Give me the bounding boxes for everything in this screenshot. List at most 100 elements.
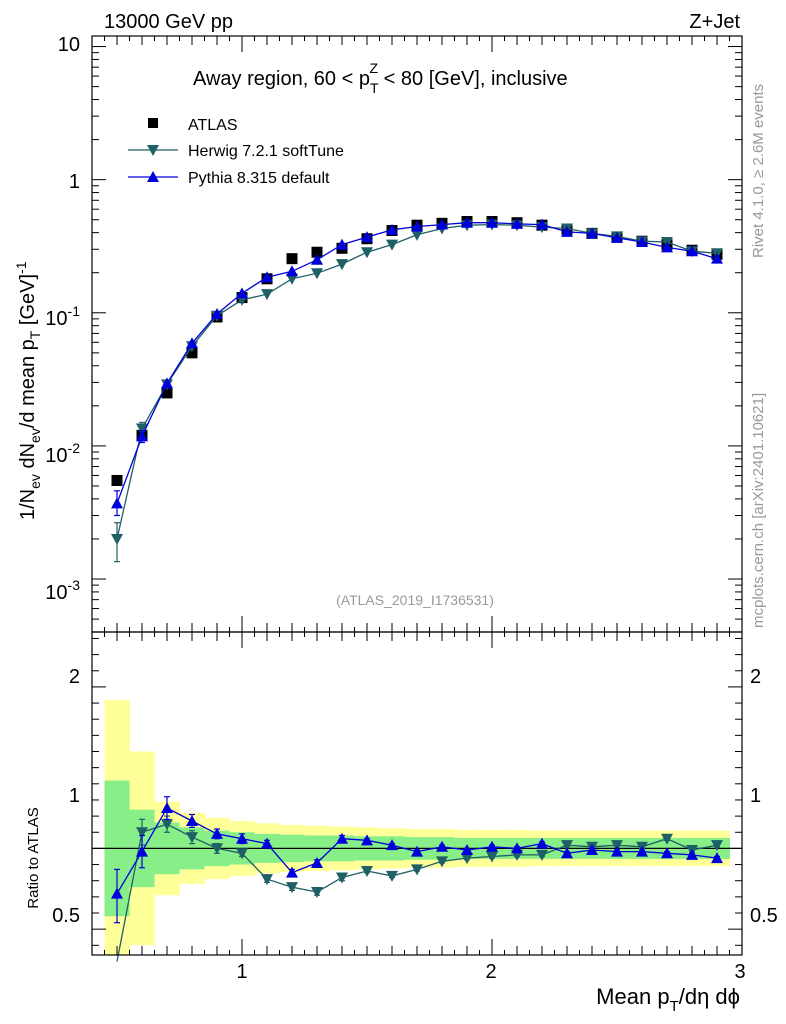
ratio-point-herwig: [261, 874, 273, 886]
header-left: 13000 GeV pp: [104, 11, 233, 33]
main-point-pythia: [361, 231, 373, 243]
ratio-point-pythia: [161, 802, 173, 814]
main-point-pythia: [461, 216, 473, 228]
main-point-herwig: [386, 239, 398, 251]
xtick-3: 3: [734, 961, 745, 983]
axis-ticks: [92, 36, 743, 955]
main-ytick-0.01: 10-2: [45, 440, 80, 467]
main-point-pythia: [261, 271, 273, 283]
main-point-pythia: [136, 430, 148, 442]
ratio-point-pythia: [711, 852, 723, 864]
main-point-pythia: [311, 253, 323, 265]
ratio-point-pythia: [136, 845, 148, 857]
title-after: < 80 [GeV], inclusive: [378, 68, 568, 90]
legend-entry-atlas: ATLAS: [148, 117, 238, 134]
main-point-pythia: [411, 220, 423, 232]
ratio-point-herwig: [236, 848, 248, 860]
main-point-pythia: [536, 218, 548, 230]
main-point-herwig: [311, 268, 323, 280]
ratio-point-herwig: [486, 851, 498, 863]
main-ytick-10: 10: [58, 34, 80, 56]
main-point-pythia: [586, 227, 598, 239]
main-title: Away region, 60 < pTZ < 80 [GeV], inclus…: [193, 60, 568, 96]
main-point-pythia: [186, 337, 198, 349]
ratio-point-herwig: [411, 864, 423, 876]
main-point-pythia: [511, 217, 523, 229]
main-point-pythia: [386, 223, 398, 235]
legend-atlas-label: ATLAS: [188, 117, 238, 134]
ratio-point-pythia: [586, 844, 598, 856]
legend-entry-herwig: Herwig 7.2.1 softTune: [128, 143, 344, 160]
mcplots-label: mcplots.cern.ch [arXiv:2401.10621]: [750, 393, 767, 628]
ratio-point-herwig: [186, 832, 198, 844]
xtick-2: 2: [485, 961, 496, 983]
ratio-point-pythia: [236, 832, 248, 844]
main-point-pythia: [486, 216, 498, 228]
ratio-point-herwig: [161, 819, 173, 831]
analysis-watermark: (ATLAS_2019_I1736531): [336, 592, 494, 608]
main-point-pythia: [286, 265, 298, 277]
ratio-point-pythia: [286, 866, 298, 878]
ratio-point-herwig: [461, 853, 473, 865]
main-line-pythia: [116, 222, 718, 504]
main-point-herwig: [361, 247, 373, 259]
main-series: [111, 215, 723, 563]
main-point-herwig: [136, 423, 148, 435]
legend-herwig-marker: [147, 145, 159, 156]
ratio-point-herwig: [536, 849, 548, 861]
ratio-ytick-0.5-right: 0.5: [750, 905, 778, 927]
panel-frames: [91, 35, 743, 956]
ratio-point-herwig: [311, 887, 323, 899]
main-point-pythia: [336, 238, 348, 250]
ratio-point-herwig: [436, 856, 448, 868]
ratio-point-pythia: [686, 848, 698, 860]
main-point-pythia: [436, 218, 448, 230]
ratio-point-pythia: [186, 814, 198, 826]
ratio-point-pythia: [111, 887, 123, 899]
title-sup: Z: [370, 60, 379, 76]
ratio-point-pythia: [536, 837, 548, 849]
main-point-herwig: [336, 259, 348, 271]
ratio-panel-frame: [91, 631, 743, 956]
ratio-point-herwig: [286, 882, 298, 894]
ratio-point-pythia: [511, 842, 523, 854]
ratio-ytick-0.5-left: 0.5: [52, 905, 80, 927]
ratio-ytick-2-left: 2: [69, 666, 80, 688]
ratio-point-pythia: [561, 847, 573, 859]
ratio-point-pythia: [211, 827, 223, 839]
ratio-point-pythia: [461, 844, 473, 856]
xtick-1: 1: [236, 961, 247, 983]
x-axis-label: Mean pT/dη dϕ: [596, 984, 740, 1015]
ratio-point-herwig: [211, 843, 223, 855]
main-point-pythia: [711, 252, 723, 264]
main-point-atlas: [286, 253, 298, 265]
main-point-pythia: [111, 497, 123, 509]
main-point-pythia: [211, 307, 223, 319]
main-point-pythia: [661, 241, 673, 253]
main-point-herwig: [111, 533, 123, 545]
ratio-ytick-2-right: 2: [750, 666, 761, 688]
title-sub: T: [370, 80, 379, 96]
main-point-pythia: [611, 231, 623, 243]
main-point-pythia: [686, 245, 698, 257]
main-point-herwig: [411, 229, 423, 241]
ratio-point-herwig: [336, 872, 348, 884]
ratio-ytick-1-right: 1: [750, 785, 761, 807]
main-point-herwig: [261, 289, 273, 301]
ratio-series: [111, 796, 723, 962]
main-point-pythia: [236, 287, 248, 299]
ratio-point-pythia: [311, 856, 323, 868]
main-point-pythia: [161, 377, 173, 389]
main-point-atlas: [186, 347, 198, 359]
ratio-point-herwig: [661, 833, 673, 845]
ratio-point-pythia: [411, 845, 423, 857]
title-before: Away region, 60 < p: [193, 68, 370, 90]
ratio-point-pythia: [336, 832, 348, 844]
legend-pythia-marker: [147, 171, 159, 182]
ratio-point-herwig: [386, 870, 398, 882]
ratio-point-pythia: [436, 840, 448, 852]
ratio-point-pythia: [261, 837, 273, 849]
main-ytick-0.001: 10-3: [45, 577, 80, 604]
main-ytick-0.1: 10-1: [45, 303, 80, 330]
main-point-pythia: [636, 236, 648, 248]
